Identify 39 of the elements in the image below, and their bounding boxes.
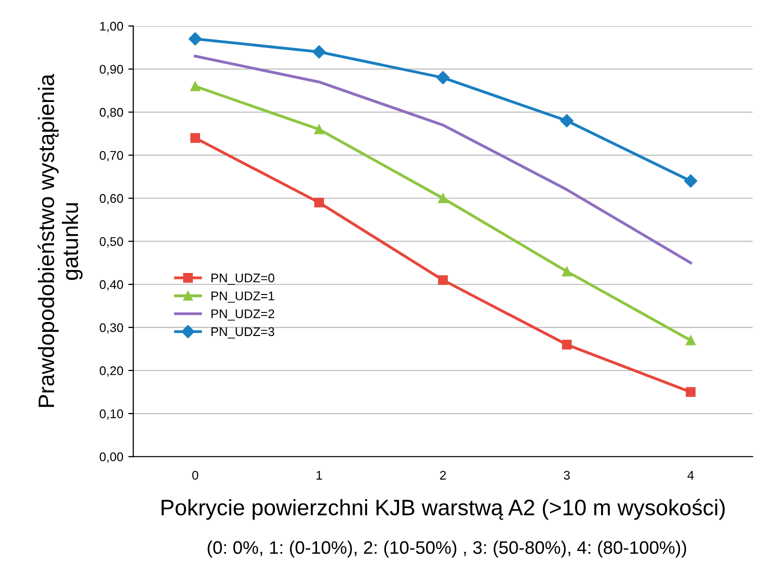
- line-series: [194, 54, 692, 264]
- point: [314, 124, 324, 134]
- point: [560, 114, 574, 128]
- x-tick-label: 3: [564, 470, 570, 480]
- y-tick-label: 0,40: [100, 280, 124, 291]
- legend-label: PN_UDZ=3: [212, 327, 274, 338]
- x-tick-label: 4: [688, 470, 694, 480]
- legend-label: PN_UDZ=2: [212, 309, 274, 321]
- legend-label: PN_UDZ=0: [212, 274, 274, 285]
- y-tick-label: 0,80: [100, 108, 124, 118]
- text: (0: 0%, 1: (0-10%), 2: (10-50%) , 3: (50-80%), 4: (80-100%)): [208, 540, 686, 558]
- y-tick-label: 0,00: [100, 452, 124, 463]
- y-axis-title: Prawdopodobieństwo wystąpienia gatunku: [38, 74, 83, 407]
- y-tick-label: 0,50: [100, 237, 124, 248]
- x-tick-label: 2: [440, 470, 446, 480]
- point: [562, 340, 572, 350]
- point: [190, 81, 200, 92]
- point: [686, 387, 696, 397]
- y-tick-label: 0,70: [100, 150, 124, 162]
- y-tick-label: 0,90: [100, 64, 124, 76]
- x-tick-label: 0: [192, 470, 198, 480]
- point: [562, 266, 572, 276]
- y-tick-label: 0,10: [100, 409, 124, 420]
- point: [684, 174, 698, 188]
- y-tick-label: 1,00: [100, 22, 124, 32]
- point: [686, 335, 696, 346]
- point: [438, 193, 448, 204]
- x-axis-title: Pokrycie powierzchni KJB warstwą A2 (>10 m wysokości): [162, 498, 725, 520]
- y-tick-label: 0,60: [100, 194, 124, 204]
- point: [190, 133, 200, 143]
- point: [188, 32, 202, 46]
- point: [438, 275, 448, 285]
- point: [436, 71, 450, 84]
- legend-label: PN_UDZ=1: [212, 292, 274, 303]
- point: [312, 45, 326, 58]
- y-tick-label: 0,20: [100, 366, 124, 377]
- y-tick-label: 0,30: [100, 323, 124, 334]
- point: [314, 198, 324, 208]
- x-tick-label: 1: [316, 470, 322, 480]
